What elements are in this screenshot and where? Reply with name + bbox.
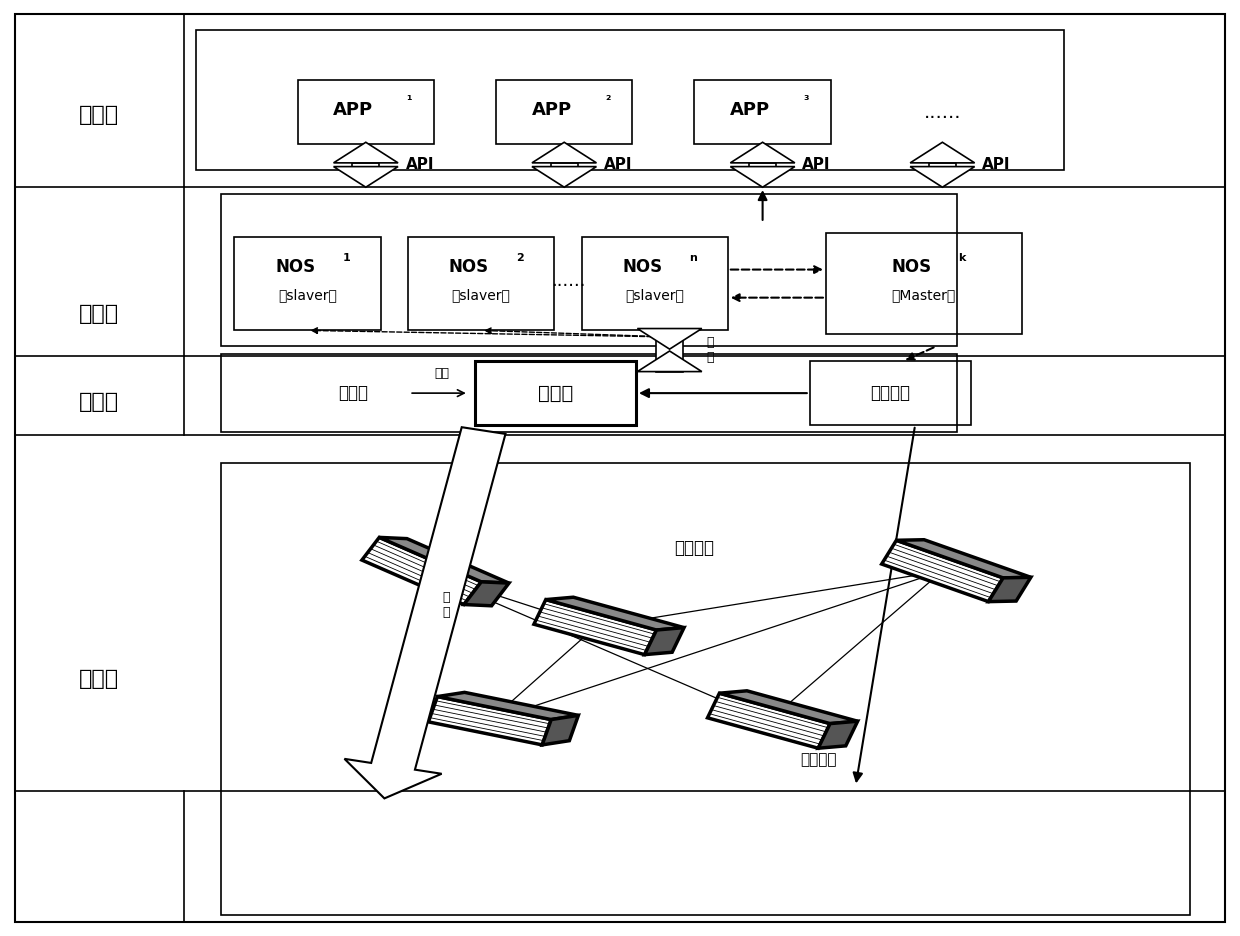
Text: NOS: NOS [275, 257, 315, 276]
Text: API: API [405, 157, 434, 172]
Text: 数据代理: 数据代理 [870, 384, 910, 402]
Polygon shape [428, 696, 552, 745]
Text: APP: APP [334, 100, 373, 119]
Polygon shape [882, 540, 1003, 602]
Text: API: API [982, 157, 1011, 172]
Text: 网络要素: 网络要素 [675, 538, 714, 557]
Text: 数据层: 数据层 [79, 668, 119, 689]
Polygon shape [379, 537, 508, 583]
Polygon shape [637, 329, 702, 349]
Polygon shape [464, 582, 508, 606]
Polygon shape [542, 715, 578, 745]
FancyBboxPatch shape [929, 163, 956, 167]
Polygon shape [637, 351, 702, 372]
Text: ......: ...... [924, 103, 961, 122]
Polygon shape [345, 427, 506, 798]
Polygon shape [910, 167, 975, 187]
Polygon shape [532, 142, 596, 163]
Text: 控制层: 控制层 [79, 303, 119, 324]
FancyBboxPatch shape [749, 163, 776, 167]
Text: API: API [802, 157, 831, 172]
Polygon shape [818, 722, 858, 748]
Polygon shape [334, 142, 398, 163]
Text: ₃: ₃ [804, 90, 808, 103]
Text: （slaver）: （slaver） [278, 288, 337, 301]
Text: ₁: ₁ [407, 90, 412, 103]
Text: k: k [959, 253, 966, 263]
Polygon shape [334, 167, 398, 187]
Polygon shape [988, 578, 1030, 602]
Text: 感知器: 感知器 [339, 384, 368, 402]
Polygon shape [645, 628, 684, 654]
Polygon shape [438, 693, 578, 720]
Text: ₂: ₂ [605, 90, 610, 103]
Text: （Master）: （Master） [892, 288, 956, 301]
Text: （slaver）: （slaver） [451, 288, 511, 301]
Text: NOS: NOS [449, 257, 489, 276]
Polygon shape [708, 694, 830, 748]
Polygon shape [730, 167, 795, 187]
Text: （slaver）: （slaver） [625, 288, 684, 301]
Text: 应用层: 应用层 [79, 105, 119, 125]
Text: 调度器: 调度器 [538, 384, 573, 402]
Text: APP: APP [730, 100, 770, 119]
Polygon shape [546, 597, 684, 630]
Text: APP: APP [532, 100, 572, 119]
Text: NOS: NOS [892, 257, 931, 276]
FancyBboxPatch shape [656, 329, 683, 372]
Text: 调度层: 调度层 [79, 392, 119, 413]
Text: NOS: NOS [622, 257, 662, 276]
Text: 1: 1 [342, 253, 350, 263]
Text: 集中控制: 集中控制 [800, 753, 837, 768]
FancyBboxPatch shape [551, 163, 578, 167]
Text: n: n [689, 253, 697, 263]
FancyBboxPatch shape [352, 163, 379, 167]
Polygon shape [719, 691, 858, 724]
Text: API: API [604, 157, 632, 172]
Polygon shape [730, 142, 795, 163]
Text: 2: 2 [516, 253, 523, 263]
Text: 预警: 预警 [434, 367, 450, 380]
Polygon shape [897, 540, 1030, 578]
Text: 调
度: 调 度 [707, 336, 714, 364]
Polygon shape [910, 142, 975, 163]
Text: ......: ...... [551, 271, 585, 290]
Polygon shape [534, 600, 656, 654]
Text: 通
告: 通 告 [443, 592, 450, 619]
Polygon shape [532, 167, 596, 187]
Polygon shape [362, 537, 481, 605]
